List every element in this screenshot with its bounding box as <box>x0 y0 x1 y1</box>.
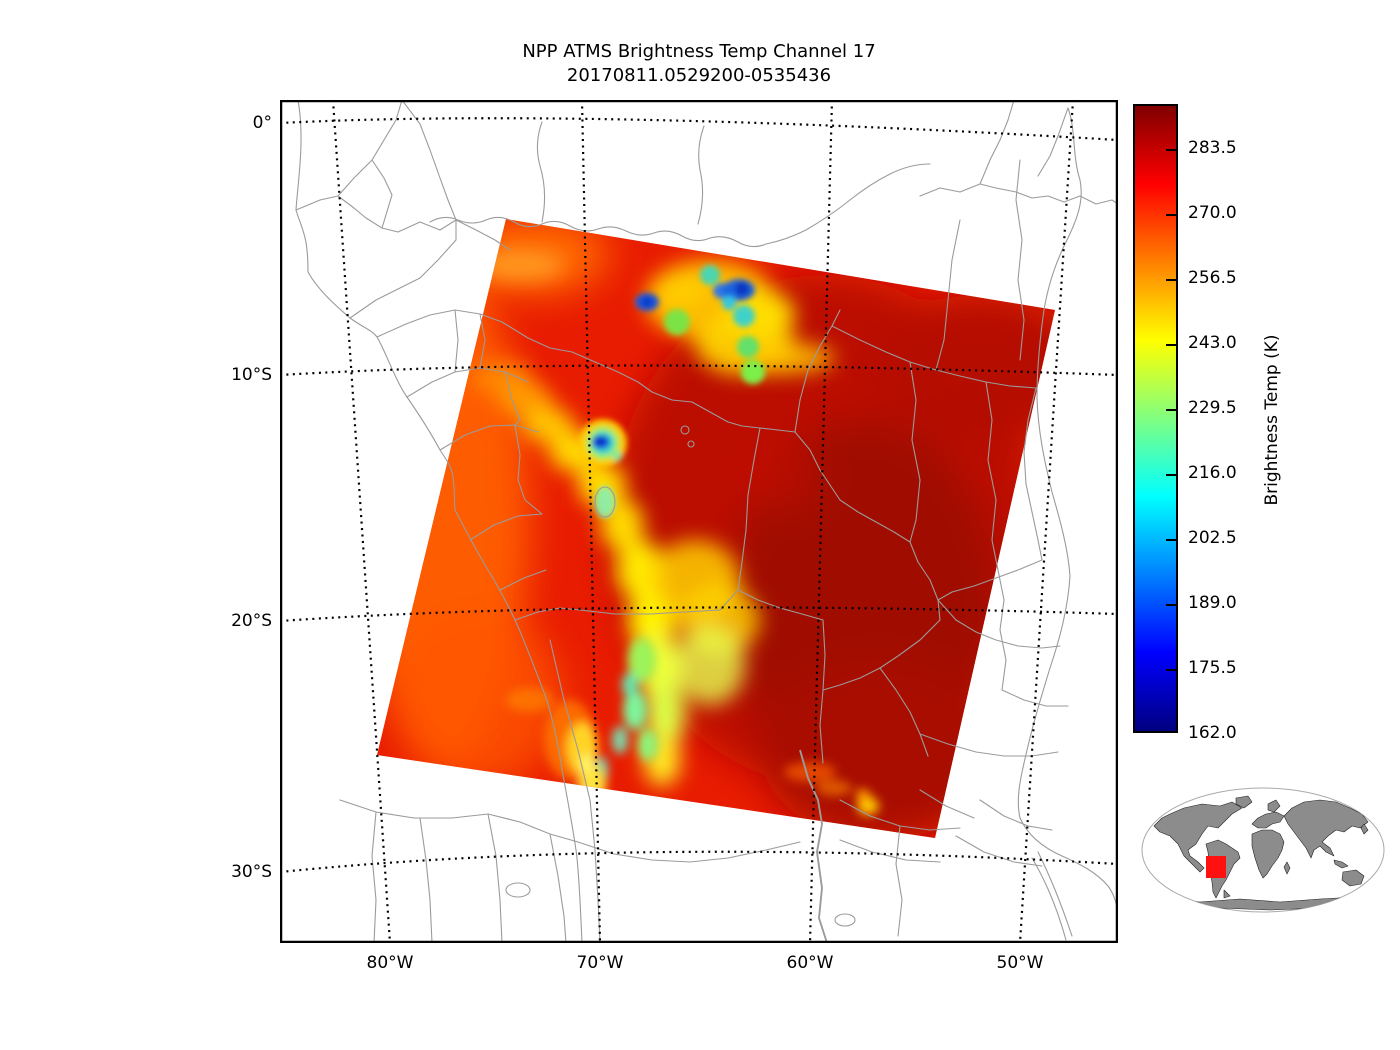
plot-title: NPP ATMS Brightness Temp Channel 17 <box>522 41 876 62</box>
lat-label-30s: 30°S <box>231 862 272 882</box>
colorbar-tick <box>1166 214 1176 216</box>
gridline-lat-30s <box>280 850 1118 874</box>
lat-label-10s: 10°S <box>231 365 272 385</box>
africa <box>1251 829 1285 879</box>
north-america <box>1153 801 1243 873</box>
colorbar-tick <box>1166 279 1176 281</box>
lat-label-0: 0° <box>252 113 272 133</box>
colorbar-tick <box>1166 604 1176 606</box>
europe <box>1251 811 1285 829</box>
lon-label-80w: 80°W <box>366 953 414 973</box>
colorbar-tick <box>1166 409 1176 411</box>
world-map-svg <box>1141 787 1385 913</box>
swath-footprint-box <box>1206 856 1226 878</box>
lon-label-50w: 50°W <box>996 953 1044 973</box>
colorbar-tick <box>1166 539 1176 541</box>
greenland <box>1235 795 1253 809</box>
map-plot-area <box>280 100 1118 943</box>
scandinavia <box>1267 799 1281 813</box>
colorbar-label-283: 283.5 <box>1188 138 1237 158</box>
antarctic-peninsula <box>1223 889 1231 899</box>
gridline-lat-0 <box>280 117 1118 142</box>
colorbar <box>1133 104 1178 733</box>
colorbar-tick <box>1166 474 1176 476</box>
colorbar-label-229: 229.5 <box>1188 398 1237 418</box>
map-frame-border <box>280 100 1118 943</box>
lon-label-70w: 70°W <box>576 953 624 973</box>
colorbar-label-202: 202.5 <box>1188 528 1237 548</box>
parana-river <box>799 749 828 943</box>
colorbar-label-256: 256.5 <box>1188 268 1237 288</box>
colorbar-tick <box>1166 669 1176 671</box>
lon-label-60w: 60°W <box>786 953 834 973</box>
title-block: NPP ATMS Brightness Temp Channel 17 2017… <box>280 40 1118 88</box>
lat-label-20s: 20°S <box>231 611 272 631</box>
atlantic-coastline <box>1017 107 1118 913</box>
graticule-gridlines <box>280 100 1118 943</box>
coastlines-and-borders <box>295 100 1118 943</box>
madagascar <box>1283 861 1291 875</box>
colorbar-label-216: 216.0 <box>1188 463 1237 483</box>
colorbar-tick <box>1166 149 1176 151</box>
colorbar-label-270: 270.0 <box>1188 203 1237 223</box>
asia <box>1283 799 1369 859</box>
colorbar-label-175: 175.5 <box>1188 658 1237 678</box>
plot-subtitle: 20170811.0529200-0535436 <box>566 65 832 86</box>
indonesia <box>1333 859 1349 869</box>
pacific-coastline <box>295 100 583 943</box>
inset-locator-map <box>1140 786 1386 916</box>
colorbar-label-189: 189.0 <box>1188 593 1237 613</box>
gridline-lon-50w <box>1018 100 1075 943</box>
map-svg <box>280 100 1118 943</box>
colorbar-tick <box>1166 344 1176 346</box>
colorbar-label-243: 243.0 <box>1188 333 1237 353</box>
japan <box>1360 823 1369 835</box>
colorbar-axis-label: Brightness Temp (K) <box>1262 334 1282 506</box>
gridline-lon-60w <box>808 100 834 943</box>
colorbar-label-162: 162.0 <box>1188 723 1237 743</box>
australia <box>1341 869 1365 887</box>
gridline-lon-70w <box>580 100 602 943</box>
amazon-river <box>429 163 931 248</box>
